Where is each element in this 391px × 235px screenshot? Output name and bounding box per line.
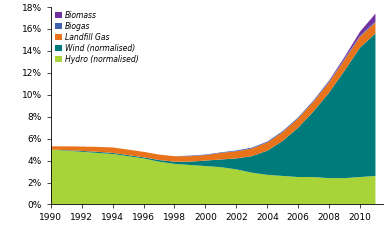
Legend: Biomass, Biogas, Landfill Gas, Wind (normalised), Hydro (normalised): Biomass, Biogas, Landfill Gas, Wind (nor… (55, 11, 138, 63)
